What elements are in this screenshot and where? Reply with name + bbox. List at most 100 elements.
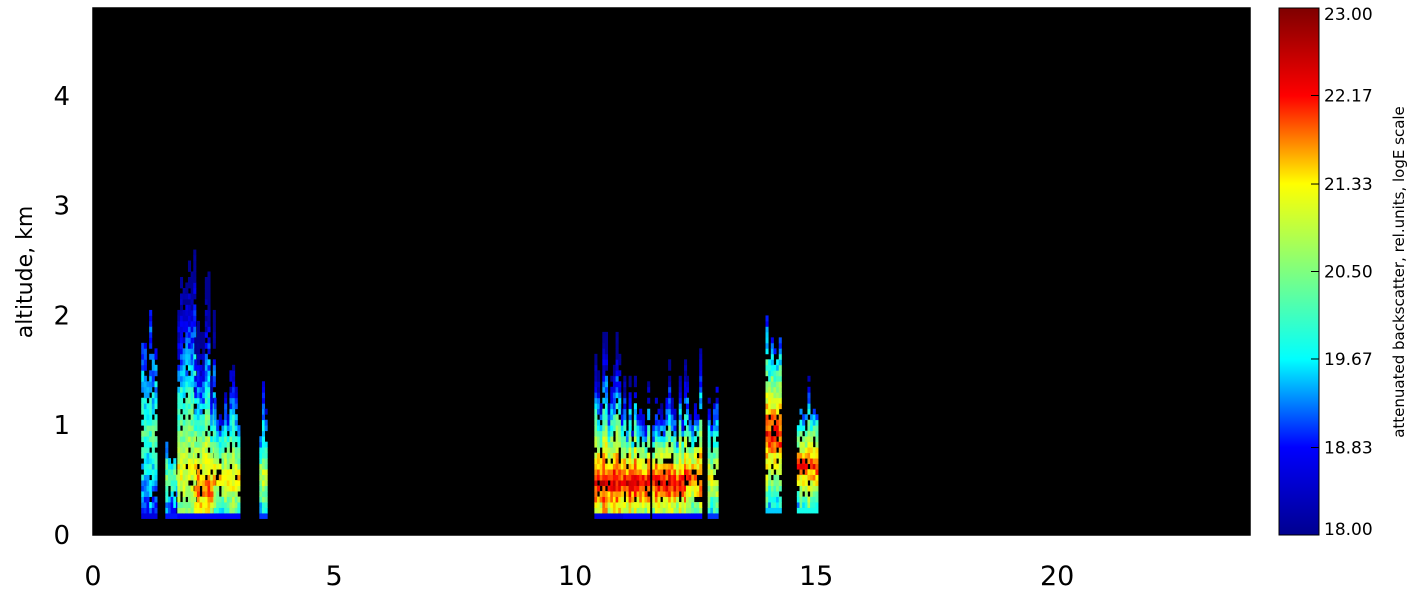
heatmap-cell	[177, 348, 181, 355]
heatmap-cell	[615, 441, 619, 448]
heatmap-cell	[652, 480, 656, 486]
heatmap-cell	[207, 436, 211, 443]
heatmap-cell	[141, 408, 145, 415]
heatmap-cell	[768, 463, 772, 470]
heatmap-cell	[187, 463, 192, 470]
heatmap-cell	[804, 463, 808, 470]
heatmap-cell	[633, 507, 637, 514]
heatmap-cell	[234, 496, 238, 503]
heatmap-cell	[213, 452, 217, 459]
heatmap-cell	[207, 326, 211, 333]
heatmap-cell	[190, 337, 194, 344]
heatmap-cell	[804, 436, 808, 443]
heatmap-cell	[804, 430, 808, 437]
heatmap-cell	[218, 502, 222, 508]
heatmap-cell	[633, 458, 637, 465]
heatmap-cell	[232, 425, 236, 432]
heatmap-cell	[232, 392, 236, 399]
heatmap-cell	[182, 452, 186, 459]
heatmap-cell	[796, 496, 800, 503]
heatmap-cell	[182, 392, 186, 399]
heatmap-cell	[633, 502, 637, 508]
heatmap-cell	[237, 485, 241, 492]
heatmap-cell	[707, 397, 711, 404]
heatmap-cell	[654, 452, 658, 459]
heatmap-cell	[182, 386, 186, 393]
heatmap-cell	[612, 474, 616, 481]
heatmap-cell	[778, 496, 782, 503]
heatmap-cell	[154, 392, 158, 399]
heatmap-cell	[187, 513, 192, 519]
heatmap-cell	[146, 414, 150, 421]
heatmap-cell	[173, 463, 177, 470]
heatmap-cell	[185, 403, 189, 410]
heatmap-cell	[685, 381, 690, 388]
heatmap-cell	[594, 408, 598, 415]
heatmap-cell	[165, 458, 169, 465]
heatmap-cell	[204, 320, 208, 327]
heatmap-cell	[212, 326, 216, 333]
heatmap-cell	[599, 414, 603, 421]
heatmap-cell	[773, 485, 777, 492]
heatmap-cell	[202, 348, 206, 355]
heatmap-cell	[610, 397, 614, 404]
heatmap-cell	[151, 392, 155, 399]
heatmap-cell	[196, 425, 200, 432]
heatmap-cell	[707, 447, 711, 454]
heatmap-cell	[193, 315, 197, 322]
heatmap-cell	[799, 447, 803, 454]
heatmap-cell	[146, 403, 150, 410]
heatmap-cell	[623, 458, 627, 465]
heatmap-cell	[177, 397, 181, 404]
heatmap-cell	[699, 507, 703, 514]
heatmap-cell	[607, 430, 611, 437]
heatmap-cell	[796, 430, 800, 437]
heatmap-cell	[602, 496, 606, 503]
heatmap-cell	[618, 386, 622, 393]
heatmap-cell	[180, 458, 184, 465]
heatmap-cell	[141, 359, 145, 366]
heatmap-cell	[180, 507, 184, 514]
heatmap-cell	[182, 408, 186, 415]
heatmap-cell	[196, 458, 200, 465]
heatmap-cell	[778, 452, 782, 459]
heatmap-cell	[776, 381, 780, 388]
heatmap-cell	[710, 480, 714, 486]
heatmap-cell	[778, 507, 782, 514]
heatmap-cell	[204, 513, 208, 519]
heatmap-cell	[676, 447, 680, 454]
heatmap-cell	[196, 392, 200, 399]
heatmap-cell	[185, 304, 189, 311]
heatmap-cell	[210, 425, 214, 432]
heatmap-cell	[612, 408, 616, 415]
heatmap-cell	[644, 469, 648, 476]
heatmap-cell	[636, 507, 640, 514]
heatmap-cell	[765, 331, 769, 338]
heatmap-cell	[151, 496, 155, 503]
heatmap-cell	[196, 408, 200, 415]
heatmap-cell	[237, 425, 241, 432]
heatmap-cell	[146, 491, 150, 497]
heatmap-cell	[607, 513, 611, 519]
heatmap-cell	[665, 496, 669, 503]
heatmap-cell	[807, 436, 811, 443]
heatmap-cell	[229, 430, 233, 437]
heatmap-cell	[226, 491, 230, 497]
heatmap-cell	[210, 502, 214, 508]
heatmap-cell	[776, 507, 780, 514]
heatmap-cell	[660, 491, 664, 497]
heatmap-cell	[226, 480, 230, 486]
heatmap-cell	[628, 485, 632, 492]
heatmap-cell	[182, 496, 186, 503]
heatmap-cell	[194, 375, 198, 382]
heatmap-cell	[185, 480, 189, 486]
heatmap-cell	[776, 359, 780, 366]
heatmap-cell	[261, 381, 266, 388]
heatmap-cell	[193, 282, 197, 289]
heatmap-cell	[685, 452, 690, 459]
heatmap-cell	[673, 474, 677, 481]
heatmap-cell	[770, 436, 774, 443]
heatmap-cell	[628, 419, 632, 426]
heatmap-cell	[224, 507, 228, 514]
heatmap-cell	[151, 408, 155, 415]
